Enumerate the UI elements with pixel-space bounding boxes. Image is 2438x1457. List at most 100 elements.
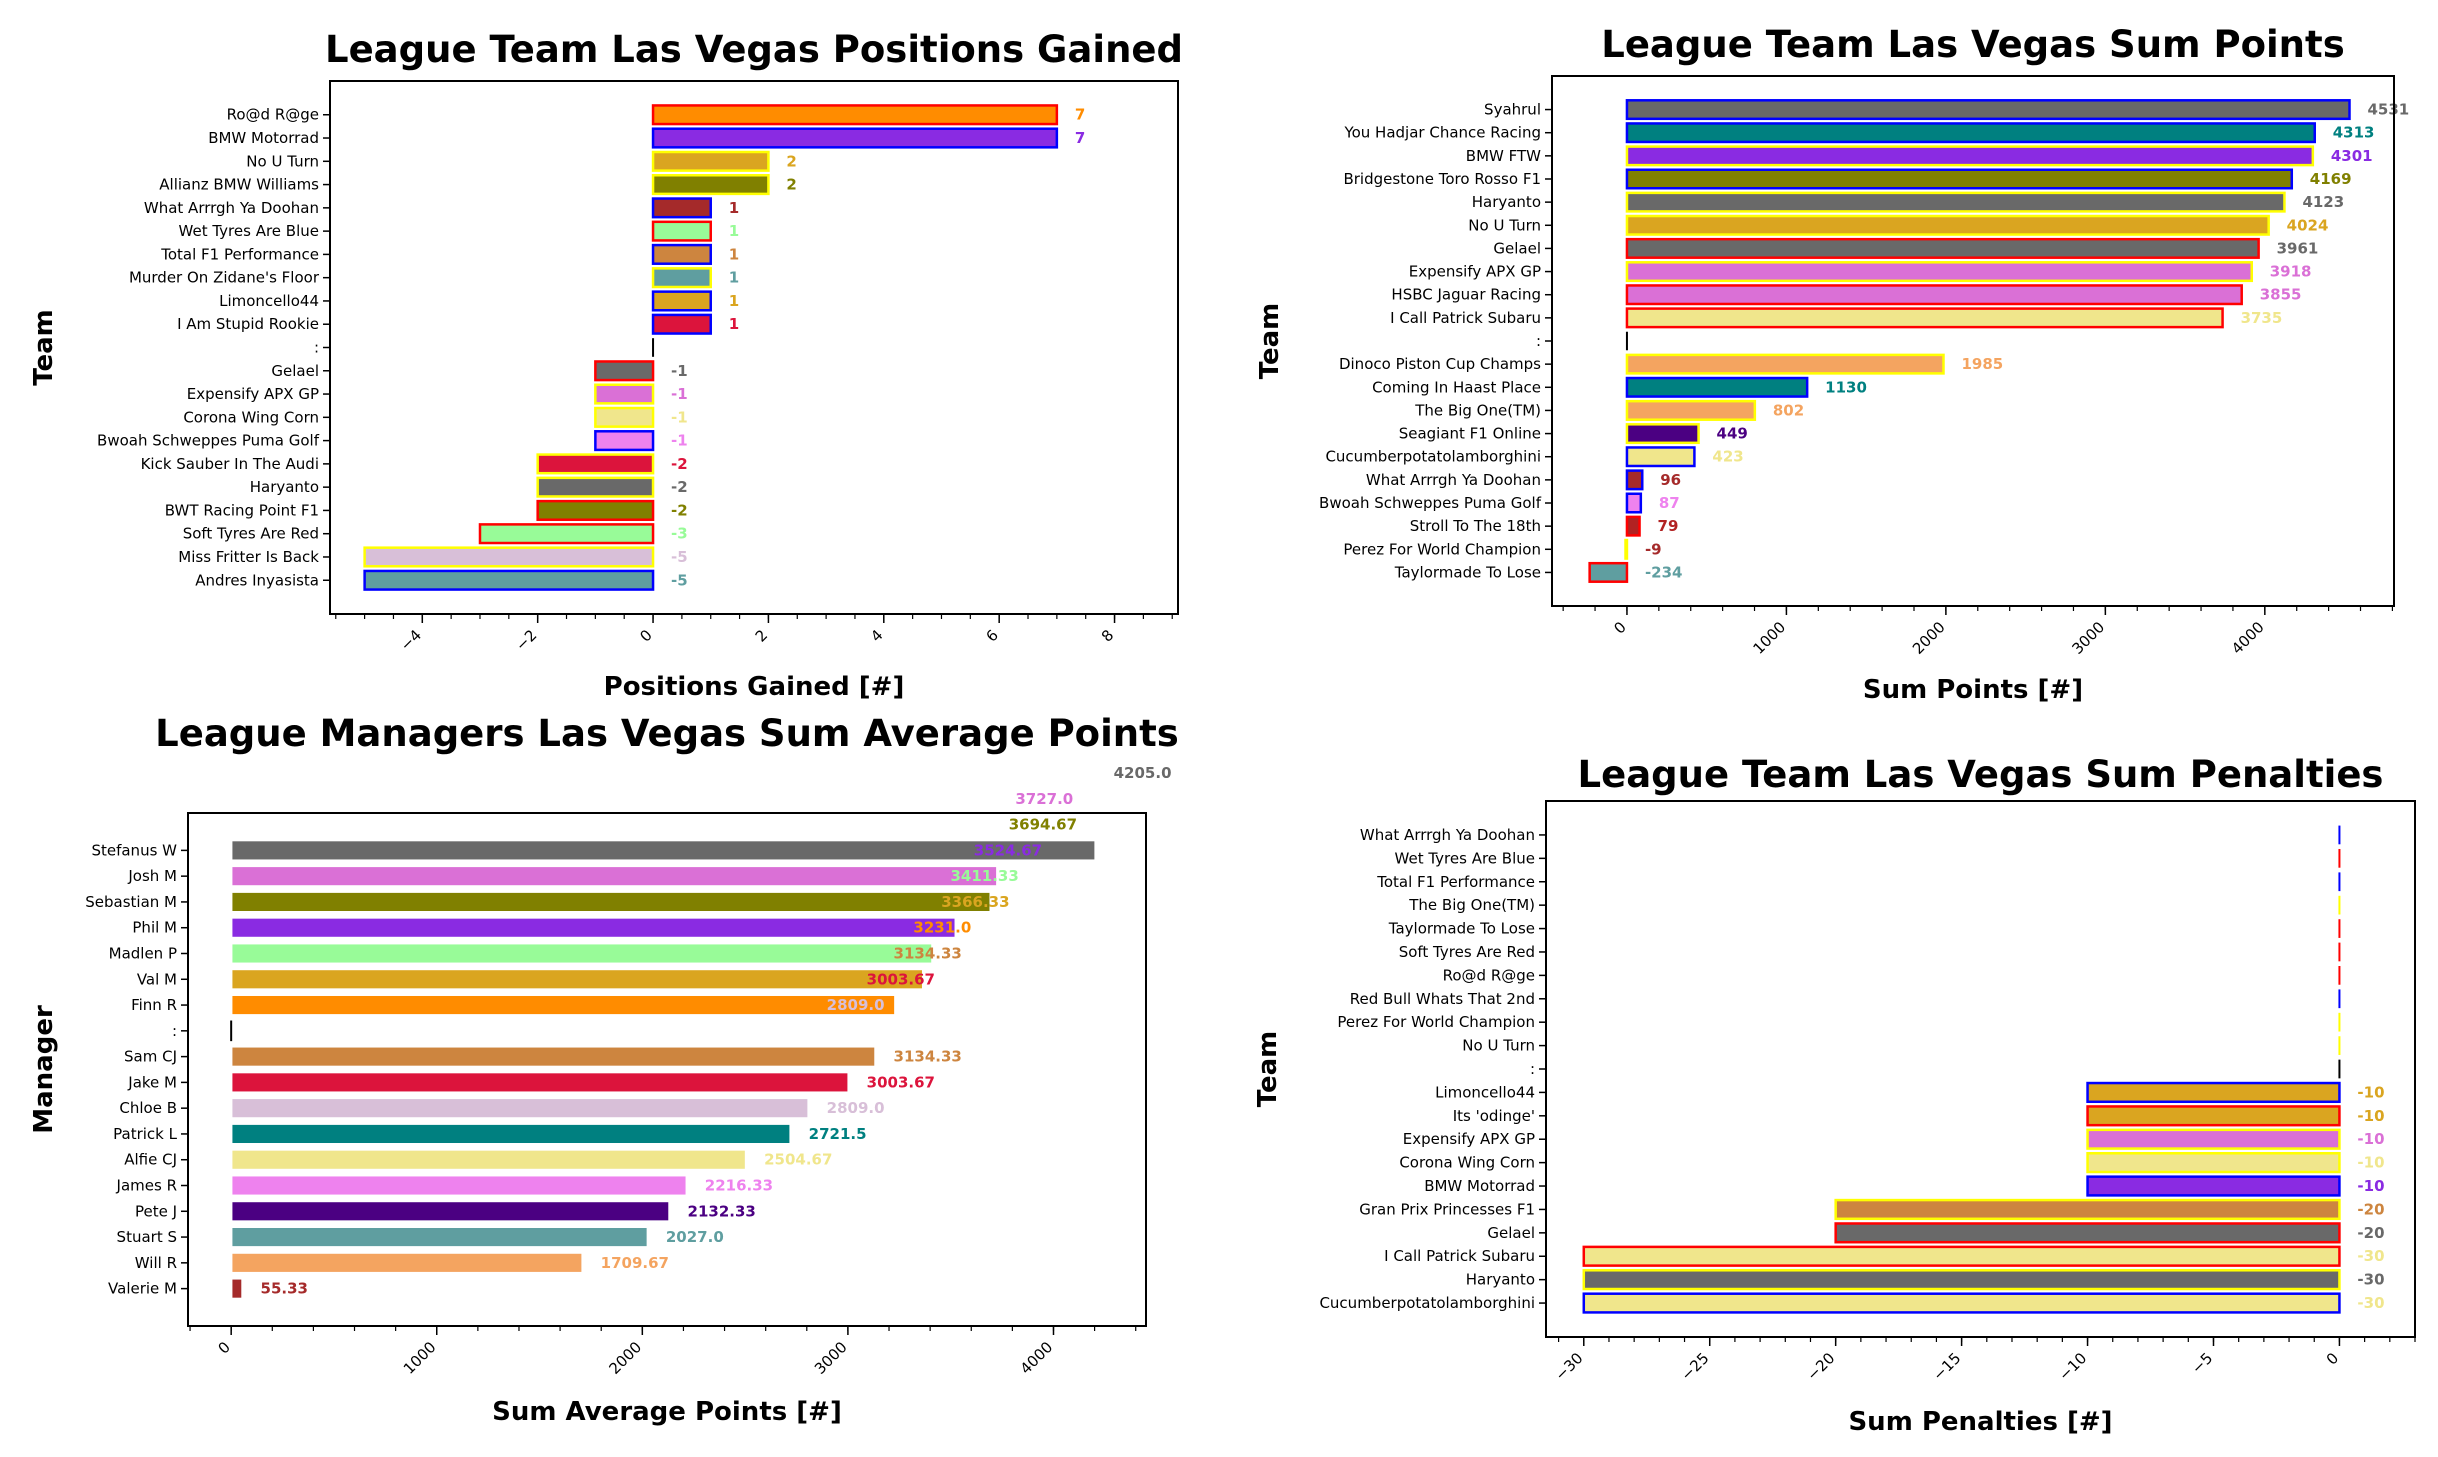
y-tick-label: The Big One(TM) [1408, 896, 1535, 914]
data-label: 423 [1712, 448, 1743, 466]
y-tick-label: : [1536, 332, 1541, 350]
bar [478, 523, 655, 545]
x-tick-label: 1000 [1750, 618, 1790, 658]
y-tick-label: : [172, 1022, 177, 1040]
data-label: 2809.0 [827, 1099, 885, 1117]
data-label: 4313 [2333, 124, 2375, 142]
x-tick-label: 6 [983, 626, 1002, 645]
data-label: 96 [1660, 471, 1681, 489]
data-label: -10 [2357, 1083, 2384, 1101]
bar [536, 453, 655, 475]
data-label: 3735 [2241, 309, 2283, 327]
y-tick-label: Finn R [131, 996, 177, 1014]
y-tick-label: Limoncello44 [219, 292, 319, 310]
data-label: -3 [671, 525, 688, 543]
x-tick-label: 4 [867, 626, 886, 645]
data-label: -1 [671, 432, 688, 450]
data-label: 3524.67 [974, 841, 1042, 859]
bar [1625, 168, 2294, 190]
data-label: 1 [729, 222, 739, 240]
x-tick-label: 1000 [400, 1338, 440, 1378]
data-label: -30 [2357, 1271, 2384, 1289]
bar [2086, 1152, 2341, 1174]
x-tick-label: −15 [1929, 1349, 1964, 1384]
bar [651, 290, 712, 312]
bar [2086, 1105, 2341, 1127]
bar [594, 406, 655, 428]
y-tick-label: Bwoah Schweppes Puma Golf [97, 432, 320, 450]
y-tick-label: Soft Tyres Are Red [183, 525, 319, 543]
y-tick-label: Will R [135, 1254, 177, 1272]
bar [229, 1251, 584, 1275]
y-tick-label: Phil M [132, 919, 177, 937]
y-tick-label: Jake M [127, 1073, 177, 1091]
data-label: 3134.33 [894, 1048, 962, 1066]
bar [594, 383, 655, 405]
axes-frame [1545, 800, 2416, 1338]
x-tick-label: 2000 [1909, 618, 1949, 658]
y-tick-label: You Hadjar Chance Racing [1343, 124, 1541, 142]
data-label: 1 [729, 292, 739, 310]
x-tick-label: −5 [2188, 1349, 2216, 1377]
bar [1625, 353, 1945, 375]
y-tick-label: Seagiant F1 Online [1399, 425, 1541, 443]
bar [1625, 492, 1643, 514]
bar [229, 864, 999, 888]
data-label: 4301 [2331, 147, 2373, 165]
y-tick-label: Expensify APX GP [1409, 263, 1541, 281]
y-tick-label: BMW Motorrad [1424, 1177, 1535, 1195]
bar [1625, 376, 1809, 398]
y-tick-label: Stuart S [117, 1228, 177, 1246]
bar [594, 430, 655, 452]
chart-2: League Team Las Vegas Sum Points Syahrul 4… [1255, 23, 2409, 705]
bar [536, 476, 655, 498]
data-label: 3366.33 [941, 893, 1009, 911]
bar [1624, 538, 1629, 560]
y-axis-label: Team [1253, 1031, 1283, 1108]
y-tick-label: Wet Tyres Are Blue [179, 222, 319, 240]
chart-3: League Managers Las Vegas Sum Average Po… [29, 712, 1179, 1427]
data-label: 3855 [2260, 286, 2302, 304]
chart-1: League Team Las Vegas Positions Gained Ro… [29, 28, 1183, 702]
bar [229, 993, 897, 1017]
bar [651, 220, 712, 242]
y-tick-label: Taylormade To Lose [1388, 920, 1535, 938]
bar [229, 838, 1097, 862]
data-label: 1130 [1825, 378, 1867, 396]
bar [651, 313, 712, 335]
y-tick-label: Kick Sauber In The Audi [141, 455, 319, 473]
y-tick-label: Alfie CJ [124, 1151, 177, 1169]
data-label: 3961 [2277, 239, 2319, 257]
y-tick-label: Expensify APX GP [1403, 1130, 1535, 1148]
bar [2086, 1175, 2341, 1197]
y-tick-label: Perez For World Champion [1343, 540, 1541, 558]
bar [1625, 122, 2316, 144]
x-axis-label: Positions Gained [#] [604, 672, 905, 702]
bar [229, 1148, 748, 1172]
bar [363, 569, 655, 591]
y-tick-label: What Arrrgh Ya Doohan [144, 199, 319, 217]
x-tick-label: 0 [1610, 618, 1629, 637]
x-tick-label: 3000 [2068, 618, 2108, 658]
y-tick-label: HSBC Jaguar Racing [1391, 286, 1541, 304]
bar [363, 546, 655, 568]
x-axis-label: Sum Average Points [#] [492, 1397, 842, 1427]
bar [1625, 99, 2351, 121]
data-label: 3134.33 [894, 944, 962, 962]
data-label: 79 [1658, 517, 1679, 535]
bar [1625, 261, 2254, 283]
y-tick-label: Its 'odinge' [1453, 1107, 1535, 1125]
y-tick-label: Soft Tyres Are Red [1399, 943, 1535, 961]
data-label: -10 [2357, 1107, 2384, 1125]
x-tick-label: −30 [1551, 1349, 1586, 1384]
data-label: 4205.0 [1114, 764, 1172, 782]
bar [594, 360, 655, 382]
data-label: -30 [2357, 1294, 2384, 1312]
data-label: 2027.0 [666, 1228, 724, 1246]
x-tick-label: −25 [1677, 1349, 1712, 1384]
y-tick-label: Perez For World Champion [1337, 1013, 1535, 1031]
bar [651, 243, 712, 265]
data-label: 2132.33 [688, 1202, 756, 1220]
y-tick-label: What Arrrgh Ya Doohan [1366, 471, 1541, 489]
y-axis-label: Team [29, 309, 59, 386]
